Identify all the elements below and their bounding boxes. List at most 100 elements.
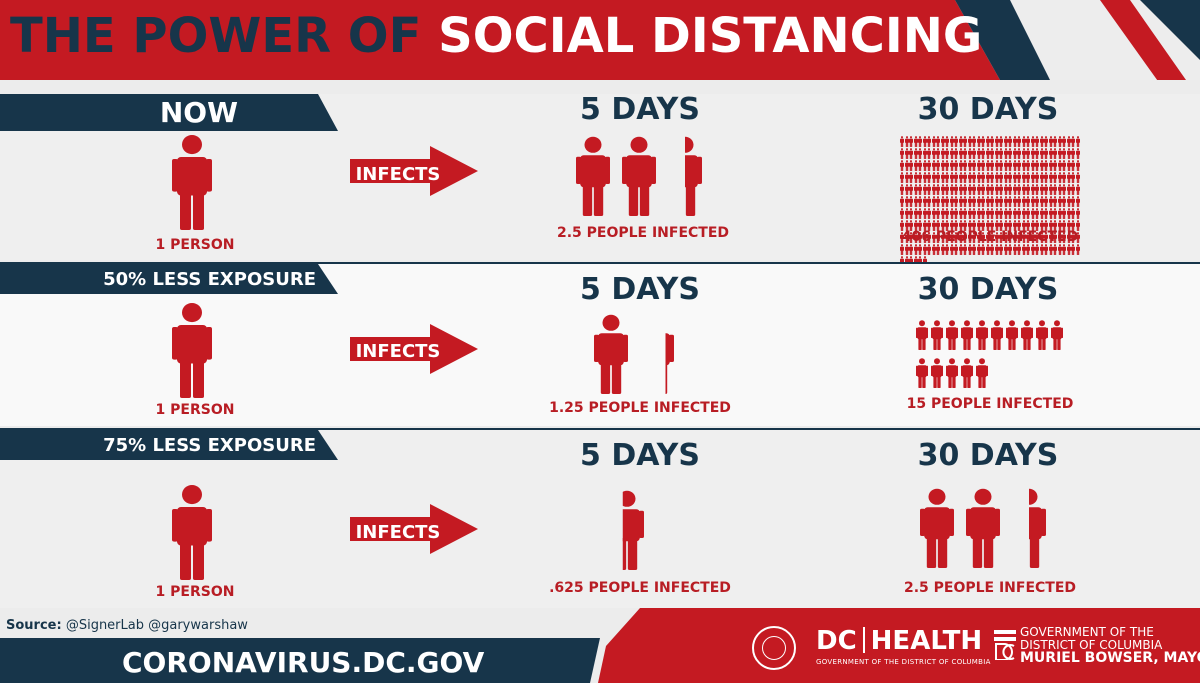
person-icon <box>931 358 943 392</box>
five-days-heading: 5 DAYS <box>580 438 700 473</box>
person-icon <box>1012 204 1018 219</box>
person-icon <box>1066 168 1072 183</box>
person-icon <box>981 168 986 183</box>
person-icon <box>949 216 955 231</box>
person-icon <box>940 180 946 195</box>
person-icon <box>1026 168 1031 183</box>
person-icon <box>940 216 946 231</box>
person-icon <box>918 156 923 171</box>
person-icon <box>1030 192 1036 207</box>
person-icon <box>972 204 977 219</box>
person-icon <box>961 320 973 354</box>
person-icon <box>936 180 941 195</box>
row-label-tab: 75% LESS EXPOSURE <box>0 430 338 460</box>
person-icon <box>985 156 991 171</box>
person-icon <box>576 136 610 220</box>
person-icon <box>1021 320 1033 354</box>
person-icon <box>1044 180 1049 195</box>
person-icon <box>949 168 955 183</box>
person-icon <box>949 240 955 255</box>
person-icon <box>1057 168 1063 183</box>
person-icon <box>981 156 986 171</box>
person-icon <box>918 168 923 183</box>
person-icon <box>967 204 973 219</box>
person-icon <box>999 156 1004 171</box>
person-icon <box>1066 228 1072 243</box>
person-icon <box>954 204 959 219</box>
person-icon <box>967 228 973 243</box>
person-icon <box>900 192 905 207</box>
person-icon <box>958 156 964 171</box>
person-icon <box>976 320 988 354</box>
person-icon <box>918 192 923 207</box>
person-icon <box>1039 228 1045 243</box>
person-icon <box>981 204 986 219</box>
person-icon <box>1051 320 1063 354</box>
site-link[interactable]: CORONAVIRUS.DC.GOV <box>122 646 485 679</box>
footer-navy-band <box>0 638 600 683</box>
person-icon <box>918 144 923 159</box>
person-icon <box>994 240 1000 255</box>
person-icon <box>1026 216 1031 231</box>
five-days-caption: .625 PEOPLE INFECTED <box>549 580 731 596</box>
person-icon <box>1066 132 1072 147</box>
person-icon <box>990 228 995 243</box>
person-icon <box>940 132 946 147</box>
infects-label: INFECTS <box>355 164 441 185</box>
person-icon <box>967 180 973 195</box>
person-icon <box>1017 156 1022 171</box>
footer: Source: @SignerLab @garywarshaw CORONAVI… <box>0 608 1200 683</box>
person-icon <box>1039 168 1045 183</box>
person-icon <box>972 216 977 231</box>
person-icon <box>900 204 905 219</box>
person-icon <box>940 228 946 243</box>
person-icon <box>1030 156 1036 171</box>
source-person-caption: 1 PERSON <box>155 584 235 600</box>
person-icon <box>958 168 964 183</box>
person-icon <box>931 144 937 159</box>
person-icon <box>954 228 959 243</box>
person-icon <box>622 136 656 220</box>
person-icon <box>954 156 959 171</box>
person-icon <box>961 358 973 392</box>
person-icon <box>922 216 928 231</box>
person-icon <box>1026 228 1031 243</box>
person-icon <box>967 156 973 171</box>
person-icon <box>963 240 968 255</box>
person-icon <box>1017 168 1022 183</box>
person-icon <box>981 144 986 159</box>
person-icon <box>1053 192 1058 207</box>
person-icon <box>1071 240 1076 255</box>
arrow-right-icon <box>350 504 478 558</box>
person-icon <box>994 180 1000 195</box>
person-icon <box>1075 180 1081 195</box>
person-icon <box>949 156 955 171</box>
person-icon <box>1066 204 1072 219</box>
person-icon <box>1075 168 1081 183</box>
person-icon <box>936 144 941 159</box>
person-icon <box>949 132 955 147</box>
person-icon <box>931 156 937 171</box>
person-icon <box>904 240 910 255</box>
person-icon <box>1012 132 1018 147</box>
person-icon <box>1075 132 1081 147</box>
person-icon <box>1053 204 1058 219</box>
five-days-people <box>610 490 644 574</box>
person-icon <box>945 156 950 171</box>
person-icon <box>1048 168 1054 183</box>
person-icon <box>931 240 937 255</box>
person-icon <box>990 192 995 207</box>
person-icon <box>958 240 964 255</box>
person-icon <box>1021 204 1027 219</box>
person-icon <box>994 156 1000 171</box>
person-icon <box>936 132 941 147</box>
person-icon <box>1021 216 1027 231</box>
person-icon <box>172 302 212 402</box>
person-icon <box>990 132 995 147</box>
person-icon <box>916 358 928 392</box>
person-icon <box>1039 192 1045 207</box>
person-icon <box>945 168 950 183</box>
person-icon <box>972 168 977 183</box>
person-icon <box>1026 204 1031 219</box>
person-icon <box>1062 132 1067 147</box>
